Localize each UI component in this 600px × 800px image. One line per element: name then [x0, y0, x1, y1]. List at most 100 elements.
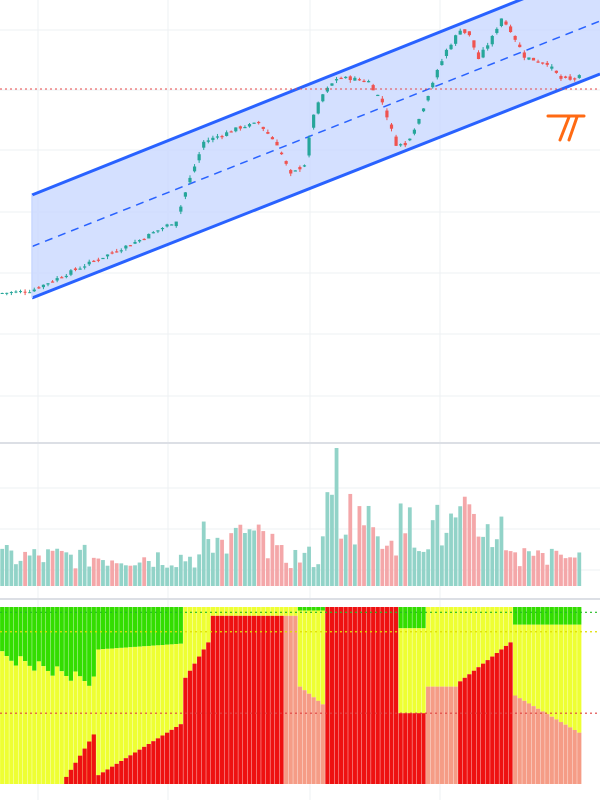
oscillator-bar-red	[233, 615, 238, 784]
oscillator-bar-red	[416, 713, 422, 784]
oscillator-bar-green	[82, 607, 87, 682]
candle-body	[261, 126, 265, 129]
candle-body	[440, 61, 444, 66]
oscillator-bar-red	[261, 615, 266, 784]
oscillator-bar-red	[343, 607, 348, 784]
oscillator-bar-yellow	[183, 607, 188, 678]
volume-bar	[572, 557, 577, 586]
candle-body	[495, 28, 499, 33]
volume-bar	[69, 554, 73, 586]
candle-body	[243, 126, 247, 129]
oscillator-bar-green	[100, 607, 106, 650]
candle-body	[573, 78, 577, 80]
volume-bar	[114, 563, 119, 586]
oscillator-bar-green	[577, 607, 582, 625]
volume-bar	[531, 555, 536, 586]
oscillator-bar-green	[316, 607, 321, 611]
volume-bar	[458, 506, 463, 586]
oscillator-bar-yellow	[215, 607, 220, 616]
oscillator-bar-red	[366, 607, 371, 784]
oscillator-bar-red	[73, 762, 78, 784]
oscillator-bar-red	[215, 615, 220, 784]
oscillator-bar-yellow	[499, 607, 504, 650]
volume-bar	[229, 533, 234, 586]
oscillator-bar-salmon	[513, 695, 518, 784]
candle-body	[412, 129, 416, 134]
oscillator-bar-red	[398, 713, 403, 784]
oscillator-bar-yellow	[233, 607, 238, 616]
candle-body	[284, 161, 288, 164]
candle-body	[174, 221, 178, 227]
volume-bar	[252, 530, 256, 586]
oscillator-bar-yellow	[224, 607, 229, 616]
candle-body	[160, 227, 165, 230]
oscillator-bar-red	[247, 615, 252, 784]
candle-body	[147, 233, 151, 239]
oscillator-bar-green	[572, 607, 577, 625]
volume-bar	[444, 532, 449, 586]
oscillator-bar-red	[329, 607, 335, 784]
oscillator-bar-green	[64, 607, 69, 677]
oscillator-bar-green	[164, 607, 170, 645]
oscillator-bar-green	[517, 607, 522, 625]
volume-bar	[453, 517, 458, 586]
oscillator-bar-red	[316, 700, 321, 784]
oscillator-bar-salmon	[426, 686, 431, 784]
volume-bar	[55, 548, 60, 586]
oscillator-bar-red	[252, 615, 257, 784]
oscillator-bar-green	[142, 607, 147, 647]
oscillator-bar-red	[64, 776, 69, 784]
candle-body	[499, 18, 504, 27]
volume-bar	[238, 524, 243, 586]
oscillator-bar-salmon	[448, 686, 454, 784]
oscillator-bar-yellow	[55, 666, 60, 784]
oscillator-bar-yellow	[0, 651, 5, 784]
volume-bar	[513, 552, 518, 586]
volume-bar	[256, 524, 261, 586]
oscillator-bar-red	[499, 649, 504, 784]
oscillator-bar-yellow	[513, 624, 518, 696]
candle-body	[138, 240, 142, 242]
volume-bar	[462, 496, 467, 586]
oscillator-bar-yellow	[146, 645, 151, 744]
oscillator-bar-salmon	[549, 716, 554, 784]
oscillator-bar-yellow	[174, 644, 179, 728]
volume-bar	[563, 558, 568, 586]
candle-body	[50, 281, 55, 283]
volume-bar	[215, 537, 220, 586]
oscillator-bar-yellow	[4, 656, 9, 784]
oscillator-bar-red	[503, 645, 509, 784]
volume-bar	[298, 562, 302, 586]
oscillator-bar-yellow	[494, 607, 499, 654]
oscillator-bar-yellow	[490, 607, 495, 657]
volume-bar	[224, 553, 229, 586]
candle-body	[435, 69, 439, 78]
oscillator-bar-yellow	[96, 649, 101, 776]
oscillator-bar-red	[224, 615, 229, 784]
candle-body	[298, 167, 302, 170]
volume-bar	[174, 567, 179, 586]
volume-bar	[32, 549, 37, 586]
candle-body	[307, 137, 311, 156]
oscillator-bar-red	[105, 769, 110, 784]
volume-bar	[201, 521, 206, 586]
candle-body	[142, 238, 146, 241]
volume-bar	[0, 548, 5, 586]
oscillator-bar-red	[403, 713, 408, 784]
candle-body	[454, 35, 458, 44]
volume-bar	[385, 545, 389, 586]
oscillator-bar-green	[563, 607, 568, 625]
oscillator-bar-red	[279, 615, 284, 784]
oscillator-bar-yellow	[119, 647, 124, 761]
volume-bar	[146, 561, 151, 586]
volume-bar	[23, 551, 27, 586]
candle-body	[5, 292, 9, 294]
oscillator-bar-red	[128, 755, 133, 784]
oscillator-bar-salmon	[284, 615, 289, 784]
volume-bar	[14, 564, 18, 586]
oscillator-bar-yellow	[9, 660, 14, 784]
oscillator-bar-yellow	[558, 624, 564, 723]
volume-bar	[243, 533, 247, 586]
oscillator-bar-salmon	[577, 732, 582, 784]
